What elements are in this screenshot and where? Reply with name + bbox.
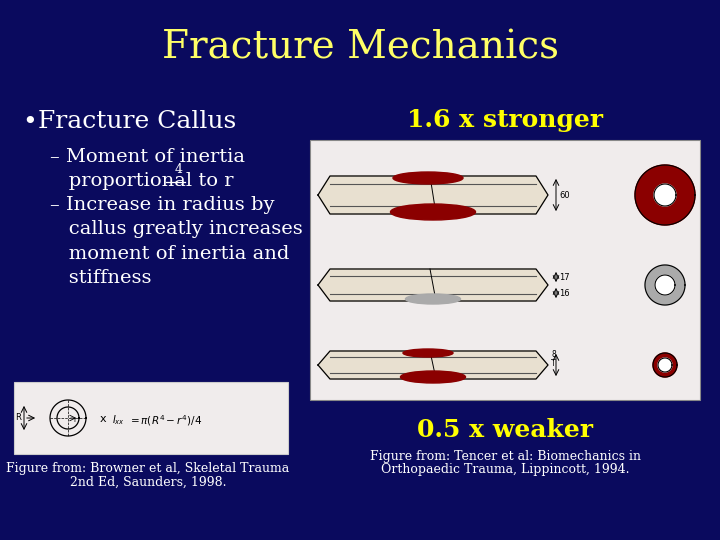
Ellipse shape xyxy=(405,294,461,304)
Text: Fracture Mechanics: Fracture Mechanics xyxy=(161,30,559,66)
Text: Figure from: Browner et al, Skeletal Trauma: Figure from: Browner et al, Skeletal Tra… xyxy=(6,462,289,475)
FancyBboxPatch shape xyxy=(14,382,288,454)
Polygon shape xyxy=(655,275,675,295)
Text: – Increase in radius by
   callus greatly increases
   moment of inertia and
   : – Increase in radius by callus greatly i… xyxy=(50,196,302,287)
Text: •: • xyxy=(22,110,37,134)
Text: x: x xyxy=(100,414,107,424)
Polygon shape xyxy=(318,351,548,379)
Polygon shape xyxy=(653,353,677,377)
Text: Orthopaedic Trauma, Lippincott, 1994.: Orthopaedic Trauma, Lippincott, 1994. xyxy=(381,463,629,476)
Ellipse shape xyxy=(390,204,475,220)
Text: $I_{xx}$: $I_{xx}$ xyxy=(112,413,125,427)
Text: $= \pi(R^4 - r^4)/4$: $= \pi(R^4 - r^4)/4$ xyxy=(128,413,202,428)
Text: 0.5 x weaker: 0.5 x weaker xyxy=(417,418,593,442)
Ellipse shape xyxy=(400,371,466,383)
FancyBboxPatch shape xyxy=(310,140,700,400)
Polygon shape xyxy=(635,165,695,225)
Text: 17: 17 xyxy=(559,273,570,281)
Polygon shape xyxy=(658,358,672,372)
Text: 2nd Ed, Saunders, 1998.: 2nd Ed, Saunders, 1998. xyxy=(70,476,226,489)
Text: R: R xyxy=(15,414,21,422)
Polygon shape xyxy=(318,269,548,301)
Polygon shape xyxy=(645,265,685,305)
Text: T: T xyxy=(552,359,556,368)
Text: Fracture Callus: Fracture Callus xyxy=(38,110,236,133)
Polygon shape xyxy=(654,184,676,206)
Text: r: r xyxy=(73,417,76,423)
Polygon shape xyxy=(318,176,548,214)
Text: Figure from: Tencer et al: Biomechanics in: Figure from: Tencer et al: Biomechanics … xyxy=(369,450,641,463)
Ellipse shape xyxy=(393,172,463,184)
Text: 8: 8 xyxy=(552,350,556,359)
Text: 16: 16 xyxy=(559,288,570,298)
Text: 60: 60 xyxy=(559,191,570,199)
Text: 4: 4 xyxy=(175,163,183,176)
Text: 1.6 x stronger: 1.6 x stronger xyxy=(407,108,603,132)
Text: – Moment of inertia
   proportional to r: – Moment of inertia proportional to r xyxy=(50,148,245,190)
Ellipse shape xyxy=(403,349,453,357)
